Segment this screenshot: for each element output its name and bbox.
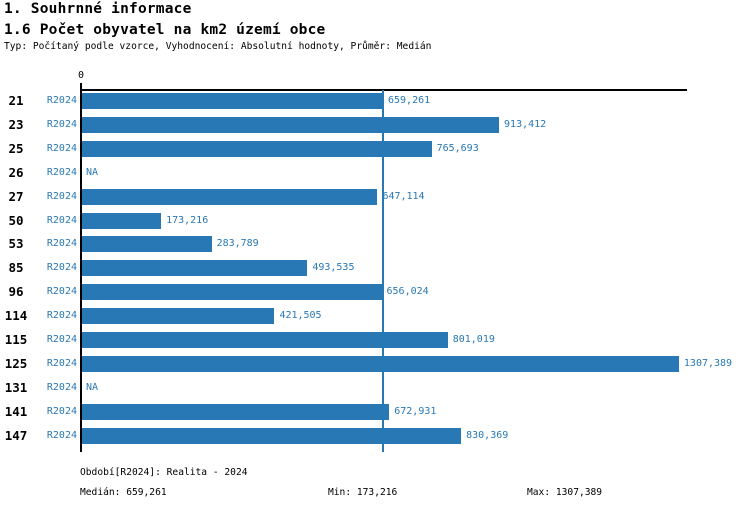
row-category-label: 53 (8, 236, 24, 252)
section-title: 1. Souhrnné informace (4, 1, 192, 17)
chart-row: 27 R2024 647,114 (0, 188, 750, 205)
row-category-label: 21 (8, 93, 24, 108)
row-period-label: R2024 (46, 142, 77, 154)
chart-row: 131 R2024 NA (0, 380, 750, 396)
chart-row: 147 R2024 830,369 (0, 427, 750, 444)
row-period-label: R2024 (46, 166, 77, 178)
value-bar (82, 260, 308, 277)
value-bar (82, 284, 382, 301)
bar-value-label: 830,369 (466, 429, 509, 441)
row-period-label: R2024 (46, 262, 77, 274)
na-value-label: NA (86, 381, 99, 393)
bar-value-label: 659,261 (387, 95, 431, 106)
row-period-label: R2024 (46, 95, 77, 106)
bar-value-label: 421,505 (279, 310, 322, 322)
chart-row: 21 R2024 659,261 (0, 93, 750, 109)
value-bar (82, 308, 275, 325)
bar-value-label: 672,931 (394, 405, 437, 417)
bar-value-label: 647,114 (382, 190, 425, 202)
chart-row: 26 R2024 NA (0, 165, 750, 181)
chart-subtitle: Typ: Počítaný podle vzorce, Vyhodnocení:… (4, 41, 432, 52)
value-bar (82, 332, 448, 348)
row-category-label: 26 (8, 164, 24, 180)
chart-row: 115 R2024 801,019 (0, 332, 750, 348)
row-category-label: 115 (4, 332, 28, 347)
value-bar (82, 236, 212, 253)
row-category-label: 50 (8, 212, 24, 228)
bar-value-label: 801,019 (452, 334, 495, 345)
na-value-label: NA (86, 166, 99, 178)
value-bar (82, 427, 462, 444)
row-category-label: 27 (8, 188, 24, 204)
y-axis-line (80, 83, 82, 452)
bar-value-label: 765,693 (436, 142, 479, 154)
value-bar (82, 355, 679, 372)
chart-row: 114 R2024 421,505 (0, 308, 750, 325)
stat-median: Medián: 659,261 (80, 487, 167, 498)
row-category-label: 96 (8, 284, 24, 300)
stat-min: Min: 173,216 (328, 487, 398, 498)
row-period-label: R2024 (46, 429, 77, 441)
axis-zero-tick-label: 0 (77, 70, 85, 81)
chart-row: 25 R2024 765,693 (0, 140, 750, 157)
row-category-label: 141 (4, 403, 28, 419)
bar-value-label: 283,789 (216, 238, 259, 250)
chart-row: 141 R2024 672,931 (0, 403, 750, 420)
row-period-label: R2024 (46, 334, 77, 345)
bar-value-label: 1307,389 (683, 357, 733, 369)
median-line (381, 90, 384, 452)
row-period-label: R2024 (46, 286, 77, 298)
chart-title: 1.6 Počet obyvatel na km2 území obce (4, 22, 326, 38)
value-bar (82, 93, 383, 109)
bar-value-label: 656,024 (386, 286, 429, 298)
chart-row: 85 R2024 493,535 (0, 260, 750, 277)
stat-max: Max: 1307,389 (527, 487, 603, 498)
row-category-label: 125 (4, 355, 28, 371)
row-category-label: 147 (4, 427, 28, 443)
value-bar (82, 116, 500, 133)
bar-value-label: 913,412 (504, 118, 547, 130)
row-period-label: R2024 (46, 238, 77, 250)
bar-value-label: 173,216 (166, 214, 209, 226)
row-period-label: R2024 (46, 214, 77, 226)
value-bar (82, 212, 162, 229)
row-period-label: R2024 (46, 310, 77, 322)
chart-row: 50 R2024 173,216 (0, 212, 750, 229)
chart-row: 96 R2024 656,024 (0, 284, 750, 301)
chart-row: 53 R2024 283,789 (0, 236, 750, 253)
value-bar (82, 188, 378, 205)
legend-period: Období[R2024]: Realita - 2024 (80, 467, 248, 478)
row-period-label: R2024 (46, 357, 77, 369)
row-period-label: R2024 (46, 405, 77, 417)
row-category-label: 25 (8, 140, 24, 156)
row-category-label: 114 (4, 308, 28, 324)
bar-value-label: 493,535 (312, 262, 355, 274)
row-period-label: R2024 (46, 381, 77, 393)
chart-row: 125 R2024 1307,389 (0, 355, 750, 372)
value-bar (82, 140, 432, 157)
chart-row: 23 R2024 913,412 (0, 116, 750, 133)
value-bar (82, 403, 390, 420)
row-period-label: R2024 (46, 190, 77, 202)
row-category-label: 85 (8, 260, 24, 276)
row-category-label: 131 (4, 379, 28, 395)
row-category-label: 23 (8, 116, 24, 132)
row-period-label: R2024 (46, 118, 77, 130)
